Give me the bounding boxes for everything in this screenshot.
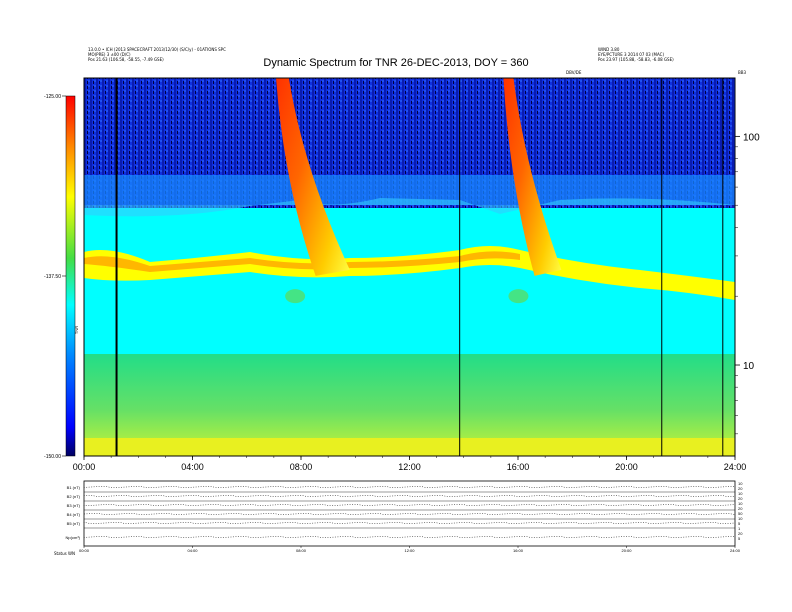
spectrogram-area (84, 78, 735, 456)
chart-title: Dynamic Spectrum for TNR 26-DEC-2013, DO… (263, 57, 529, 69)
bottom-x-tick-label: 12:00 (404, 548, 415, 553)
bottom-panel-x-axis: 00:00 04:00 08:00 12:00 16:00 20:00 24:00 (79, 546, 741, 553)
bottom-row-trace (83, 513, 736, 515)
x-tick-label: 12:00 (398, 462, 421, 472)
header-left-line-3: Pos 21.63 (106.58, -58.55, -7.49 GSE) (88, 57, 164, 62)
bottom-right-label: 10 (738, 491, 743, 496)
header-mid-small: DBV/DE (566, 70, 582, 75)
header-left-line-1: 13.0.0 • ICH (2013 SPACECRAFT 2013/12/30… (88, 47, 226, 52)
colorbar-label: TNR (74, 326, 79, 334)
colorbar-tick-label: -150.00 (44, 454, 61, 460)
bottom-x-tick-label: 16:00 (513, 548, 524, 553)
bottom-panel-rows: B1 (nT) B2 (nT) B3 (nT) B4 (nT) B5 (nT) Np(cm… (66, 481, 744, 541)
radio-burst-1 (276, 78, 350, 276)
cyan-haze (84, 198, 735, 217)
y-tick-label: 10 (743, 361, 755, 372)
colorbar-tick-label: -125.00 (44, 94, 61, 100)
header-right-line-3: Pos 23.97 (105.88, -58.83, -6.08 GSE) (598, 57, 674, 62)
bottom-row-label: B3 (nT) (67, 503, 81, 508)
bottom-row-label: B5 (nT) (67, 521, 81, 526)
header-right-small: BB3 (738, 70, 747, 75)
header-right-line-2: EYE/PCTURE 3 2014 07 03 (MAC) (598, 52, 665, 57)
bottom-right-label: 50 (738, 511, 743, 516)
bottom-right-label: 20 (738, 486, 743, 491)
bottom-right-label: 20 (738, 531, 743, 536)
x-tick-label: 20:00 (615, 462, 638, 472)
bottom-right-label: 10 (738, 481, 743, 486)
bursts-layer (276, 78, 562, 304)
bottom-x-tick-label: 00:00 (79, 548, 90, 553)
burst-echo-2 (508, 289, 529, 304)
bottom-x-tick-label: 24:00 (730, 548, 741, 553)
bottom-yellow-strip (84, 438, 735, 456)
colorbar-ticks: -125.00 -137.50 -150.00 (44, 94, 66, 460)
bottom-right-label: 5 (738, 536, 741, 541)
bottom-panel-frame (83, 480, 736, 547)
radio-burst-2 (503, 78, 562, 276)
bottom-row-trace (83, 504, 736, 506)
bottom-right-label: 20 (738, 506, 743, 511)
bottom-row-label: B1 (nT) (67, 485, 81, 490)
colorbar-tick-label: -137.50 (44, 274, 61, 280)
bottom-row-trace (83, 536, 736, 538)
bottom-row-label: Np(cm³) (66, 535, 81, 540)
colorbar (65, 95, 76, 457)
bottom-right-label: 1 (738, 526, 741, 531)
plasma-line-orange (84, 251, 520, 272)
vertical-markers-layer (115, 78, 724, 456)
bottom-row-trace (83, 521, 736, 524)
bottom-row-label: B4 (nT) (67, 512, 81, 517)
bottom-right-label: 10 (738, 501, 743, 506)
bottom-row-trace (83, 495, 736, 497)
bottom-panel: B1 (nT) B2 (nT) B3 (nT) B4 (nT) B5 (nT) Np(cm… (66, 480, 744, 553)
bottom-row-label: B2 (nT) (67, 494, 81, 499)
x-tick-label: 08:00 (290, 462, 313, 472)
header-left: 13.0.0 • ICH (2013 SPACECRAFT 2013/12/30… (88, 47, 226, 62)
x-tick-label: 00:00 (73, 462, 96, 472)
bottom-x-tick-label: 20:00 (621, 548, 632, 553)
bottom-x-tick-label: 04:00 (187, 548, 198, 553)
header-right: WIND 3.80 EYE/PCTURE 3 2014 07 03 (MAC) … (598, 47, 674, 62)
y-tick-label: 100 (743, 132, 760, 143)
bottom-right-label: 20 (738, 496, 743, 501)
bottom-row-trace (83, 486, 736, 488)
x-tick-label: 24:00 (724, 462, 747, 472)
bottom-right-label: 10 (738, 516, 743, 521)
bottom-footer: Status WN (54, 551, 75, 556)
header-right-line-1: WIND 3.80 (598, 47, 620, 52)
x-axis: 00:00 04:00 08:00 12:00 16:00 20:00 24:00 (73, 456, 747, 472)
bottom-right-label: 5 (738, 521, 741, 526)
y-axis: 100 10 (735, 132, 760, 435)
x-tick-label: 16:00 (507, 462, 530, 472)
bottom-x-tick-label: 08:00 (296, 548, 307, 553)
x-tick-label: 04:00 (181, 462, 204, 472)
header-left-line-2: MO(PRE) 3 ±00 (D/C) (88, 52, 131, 57)
burst-echo-1 (285, 289, 306, 304)
